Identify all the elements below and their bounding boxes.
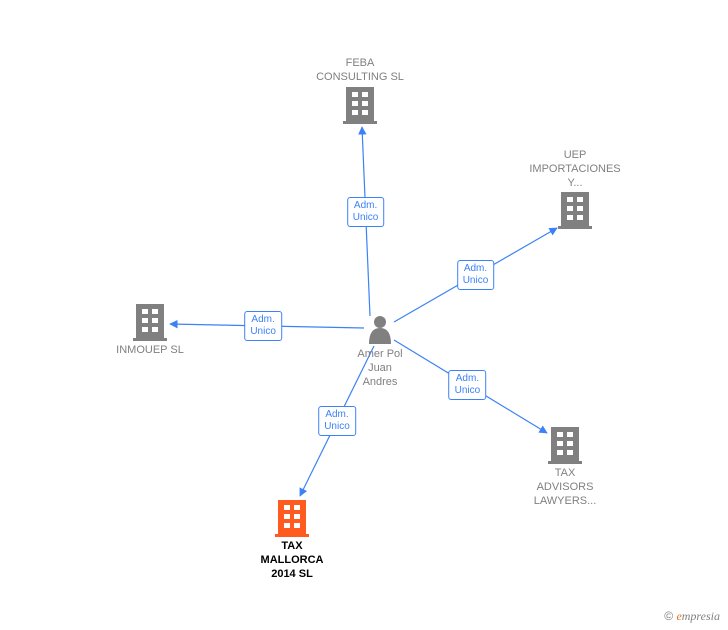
edge xyxy=(394,228,557,322)
person-label[interactable]: Amer Pol Juan Andres xyxy=(357,348,402,389)
brand-rest: mpresia xyxy=(682,609,720,623)
building-icon[interactable] xyxy=(558,192,592,229)
building-label[interactable]: TAX ADVISORS LAWYERS... xyxy=(534,467,597,508)
building-label[interactable]: INMOUEP SL xyxy=(116,344,184,358)
copyright-symbol: © xyxy=(664,609,673,623)
edge xyxy=(362,127,370,316)
building-icon[interactable] xyxy=(548,427,582,464)
building-label[interactable]: UEP IMPORTACIONES Y... xyxy=(529,149,620,190)
edge xyxy=(170,324,364,328)
building-label[interactable]: FEBA CONSULTING SL xyxy=(316,57,404,85)
copyright: © empresia xyxy=(664,609,720,624)
building-label[interactable]: TAX MALLORCA 2014 SL xyxy=(261,540,324,581)
building-icon[interactable] xyxy=(275,500,309,537)
diagram-canvas xyxy=(0,0,728,630)
edge xyxy=(394,340,547,433)
building-icon[interactable] xyxy=(133,304,167,341)
person-icon[interactable] xyxy=(369,316,391,344)
building-icon[interactable] xyxy=(343,87,377,124)
